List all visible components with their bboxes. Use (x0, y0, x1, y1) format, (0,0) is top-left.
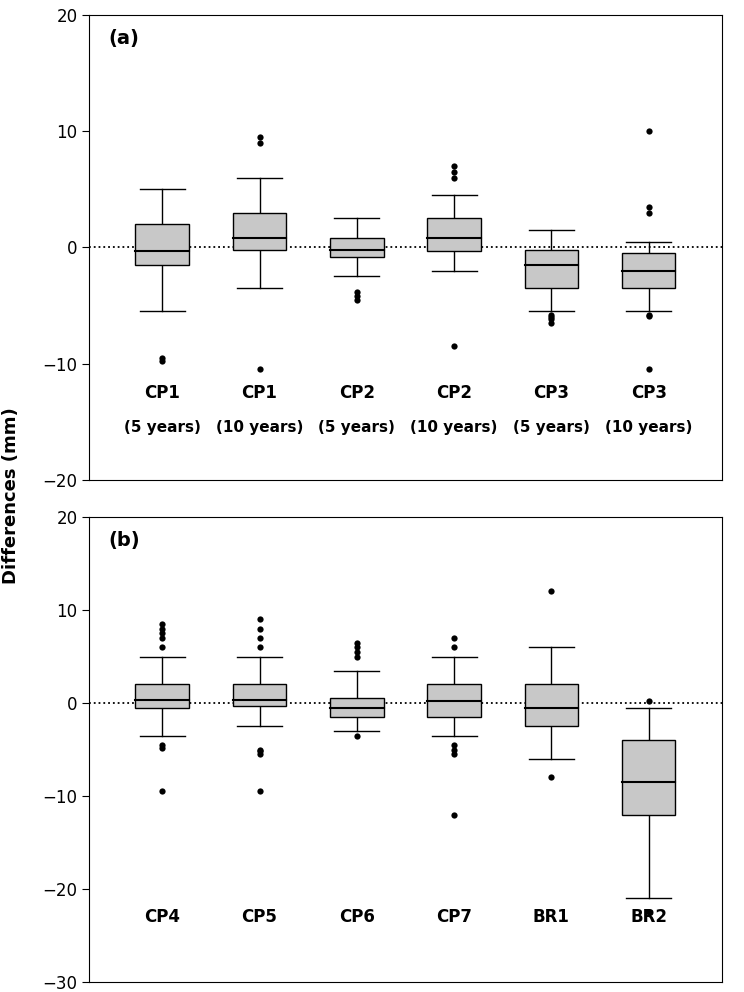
Text: BR2: BR2 (630, 908, 667, 926)
Text: BR1: BR1 (533, 908, 570, 926)
Bar (135, 224, 189, 265)
Bar (622, 253, 676, 288)
Text: CP7: CP7 (436, 908, 472, 926)
Bar (427, 218, 481, 251)
Text: (10 years): (10 years) (216, 420, 304, 435)
Bar (233, 684, 286, 706)
Bar (427, 684, 481, 717)
Text: CP3: CP3 (533, 384, 569, 402)
Text: CP3: CP3 (631, 384, 667, 402)
Text: (10 years): (10 years) (411, 420, 498, 435)
Text: (5 years): (5 years) (124, 420, 201, 435)
Text: CP6: CP6 (339, 908, 375, 926)
Text: (10 years): (10 years) (605, 420, 693, 435)
Text: CP2: CP2 (339, 384, 375, 402)
Bar (330, 238, 384, 257)
Bar (525, 684, 578, 726)
Text: CP1: CP1 (144, 384, 180, 402)
Text: CP1: CP1 (242, 384, 278, 402)
Bar (525, 250, 578, 288)
Text: (a): (a) (109, 29, 139, 48)
Text: CP2: CP2 (436, 384, 472, 402)
Bar (135, 684, 189, 707)
Text: Differences (mm): Differences (mm) (2, 408, 20, 584)
Bar (233, 212, 286, 250)
Text: (5 years): (5 years) (318, 420, 395, 435)
Text: (b): (b) (109, 531, 140, 550)
Text: (5 years): (5 years) (513, 420, 590, 435)
Bar (330, 698, 384, 717)
Text: CP4: CP4 (144, 908, 180, 926)
Text: CP5: CP5 (242, 908, 278, 926)
Bar (622, 740, 676, 814)
